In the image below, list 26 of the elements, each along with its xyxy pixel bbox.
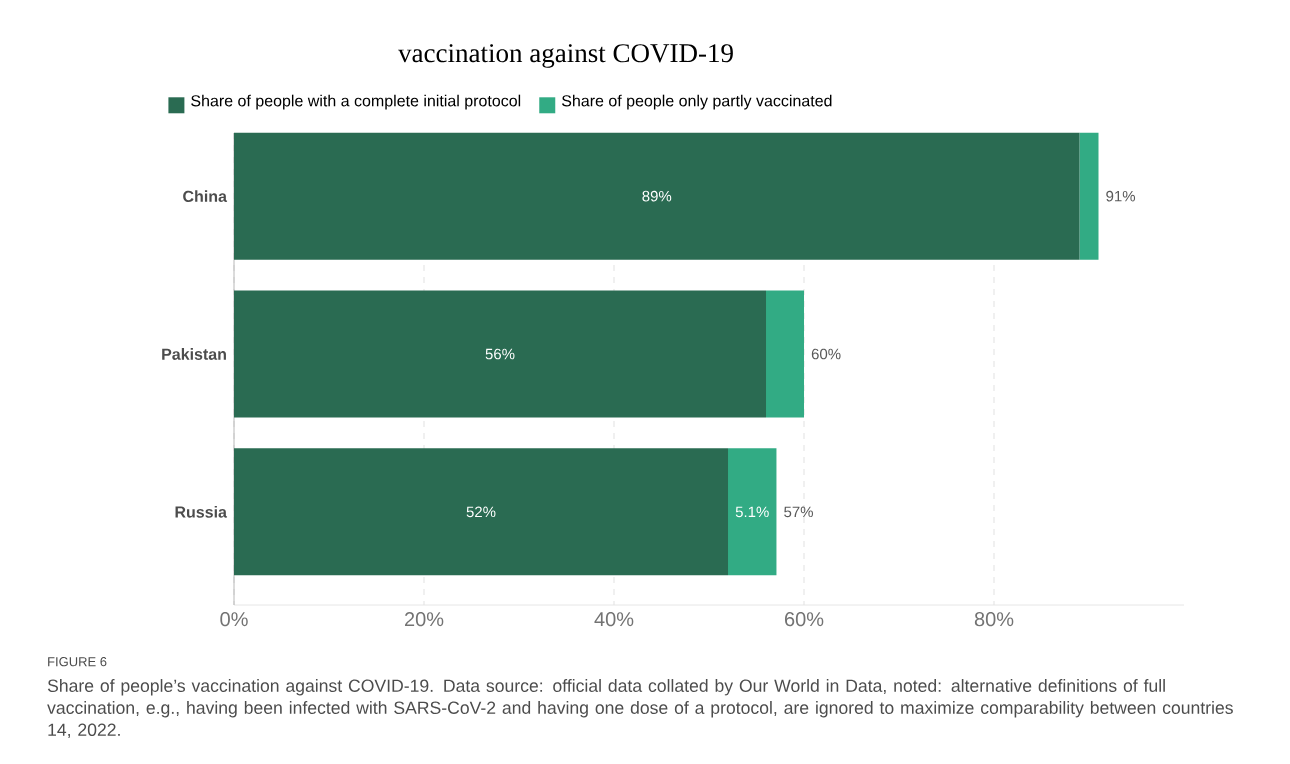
data-label: 89% — [642, 190, 672, 202]
total-label: 57% — [784, 506, 813, 518]
x-tick-label: 80% — [974, 612, 1014, 627]
data-label: 52% — [466, 506, 496, 518]
x-tick-label: 20% — [405, 612, 444, 627]
caption: FIGURE 6 — [48, 657, 107, 667]
x-tick-label: 60% — [785, 612, 824, 627]
bar — [1079, 132, 1099, 260]
bar — [234, 290, 767, 418]
total-label: 60% — [811, 348, 841, 360]
data-label: 56% — [485, 348, 515, 360]
y-tick-label: China — [183, 190, 228, 203]
chart-title: vaccination against COVID-19 — [398, 44, 733, 68]
bar — [234, 132, 1080, 260]
y-tick-label: Russia — [175, 505, 228, 518]
total-label: 91% — [1106, 190, 1136, 202]
x-tick-label: 40% — [594, 612, 634, 627]
x-tick-label: 0% — [220, 612, 248, 627]
bar — [766, 290, 805, 418]
legend-label: Share of people with a complete initial protocol — [191, 94, 521, 110]
y-tick-label: Pakistan — [162, 348, 226, 360]
data-label: 5.1% — [735, 506, 769, 518]
bar — [728, 448, 777, 576]
bar — [234, 448, 729, 576]
legend-label: Share of people only partly vaccinated — [561, 94, 832, 110]
text: Share of people’s vaccination against COVID-19. Data source: official data collated by Our World in Data, noted: alternative definitions of full vaccination, e.g., having been infected with SARS-CoV-2 and having one dose of a protocol, are ignored to maximize comparability between countries 14, 2022. — [47, 679, 1233, 739]
